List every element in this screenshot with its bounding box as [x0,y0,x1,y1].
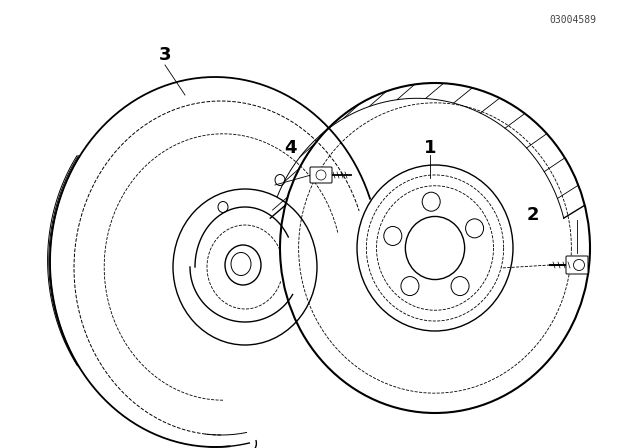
FancyBboxPatch shape [566,256,588,274]
Text: 3: 3 [159,46,172,64]
Text: 2: 2 [527,206,540,224]
Ellipse shape [231,253,251,276]
Text: 1: 1 [424,139,436,157]
Text: 4: 4 [284,139,296,157]
FancyBboxPatch shape [310,167,332,183]
Ellipse shape [225,245,261,285]
Ellipse shape [173,189,317,345]
Text: 03004589: 03004589 [549,15,596,25]
